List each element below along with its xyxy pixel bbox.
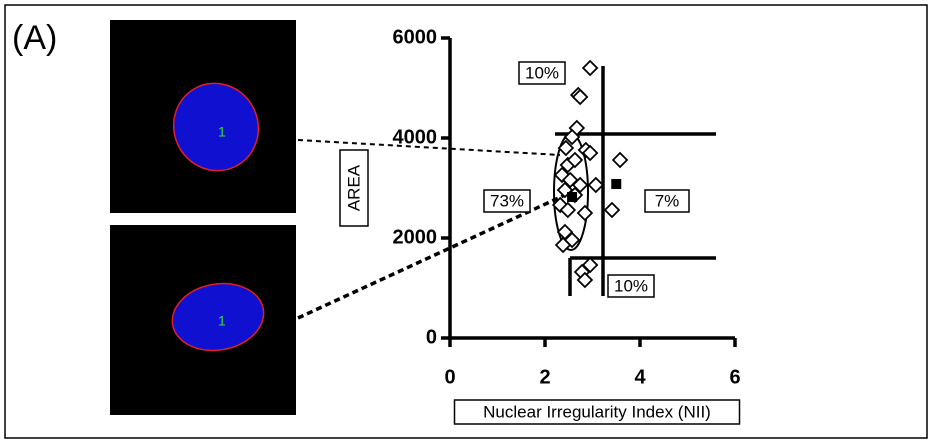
annotation: 10% — [525, 63, 559, 82]
point — [566, 151, 584, 169]
nucleus-label: 1 — [218, 124, 226, 140]
y-axis-label-box — [339, 149, 369, 227]
y-tick-label: 2000 — [393, 226, 438, 248]
x-tick-label: 6 — [729, 366, 740, 388]
point — [603, 201, 621, 219]
annotation: 10% — [614, 276, 648, 295]
annotation-box — [518, 61, 566, 85]
panel-label: (A) — [12, 19, 57, 57]
point — [581, 144, 599, 162]
annotation: 73% — [490, 191, 524, 210]
point — [559, 201, 577, 219]
y-tick-label: 6000 — [393, 26, 438, 48]
nucleus-label: 1 — [218, 313, 226, 329]
point — [557, 139, 575, 157]
y-tick-label: 4000 — [393, 126, 438, 148]
point — [571, 88, 589, 106]
mean-point — [567, 192, 578, 202]
frame — [4, 4, 928, 439]
point — [563, 128, 581, 146]
point — [587, 176, 605, 194]
connector — [297, 193, 566, 320]
y-axis-label: AREA — [344, 164, 363, 211]
point — [611, 151, 629, 169]
annotation: 7% — [655, 191, 680, 210]
mean-point — [611, 179, 622, 189]
point — [576, 204, 594, 222]
point — [576, 271, 594, 289]
thresholds — [553, 66, 716, 296]
x-tick-label: 0 — [444, 366, 455, 388]
x-tick-label: 4 — [634, 366, 646, 388]
connector — [297, 139, 561, 156]
x-tick-label: 2 — [539, 366, 550, 388]
y-tick-label: 0 — [426, 326, 437, 348]
x-axis-label-box — [453, 399, 741, 425]
annotation-box — [483, 189, 531, 213]
point — [554, 236, 572, 254]
annotation-box — [644, 189, 690, 213]
x-axis-label: Nuclear Irregularity Index (NII) — [483, 402, 711, 421]
annotation-box — [607, 274, 655, 298]
nucleus — [171, 282, 265, 352]
point — [581, 59, 599, 77]
nucleus — [172, 82, 260, 172]
